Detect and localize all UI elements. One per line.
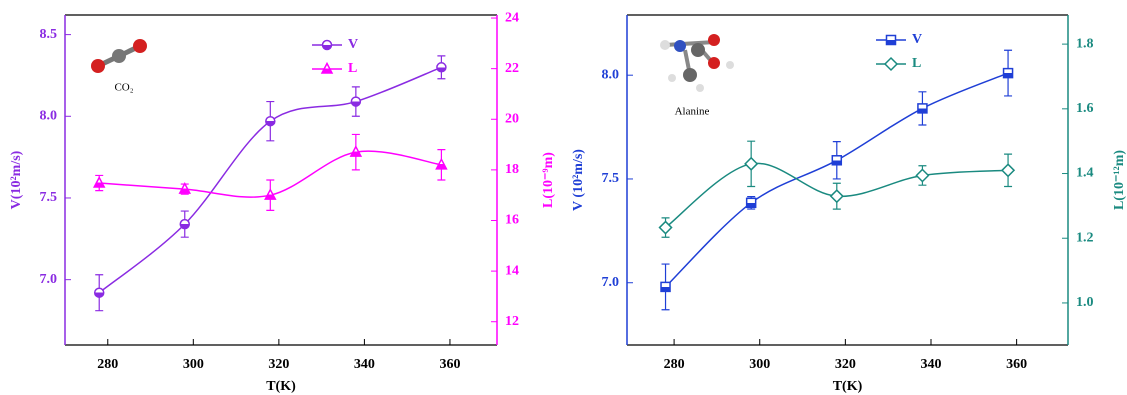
y-tick-label: 7.5 [40,190,58,205]
x-tick-label: 360 [439,357,460,372]
molecule-label: CO₂ [114,82,133,94]
x-axis-label: T(K) [833,379,863,394]
x-tick-label: 280 [97,357,118,372]
legend-label: V [348,37,358,52]
x-tick-label: 280 [664,357,685,372]
y2-tick-label: 14 [505,263,519,278]
y2-tick-label: 24 [505,10,519,25]
marker [351,97,360,106]
legend-marker [887,36,896,45]
marker [832,156,841,165]
marker [266,117,275,126]
y2-tick-label: 22 [505,61,519,76]
legend-marker [885,58,897,70]
y2-tick-label: 1.4 [1076,166,1094,181]
figure: CO₂ Alanine 280 300 320 340 360 7.0 7.5 8.0 8.5 1… [0,0,1127,395]
y2-tick-label: 1.2 [1076,230,1094,245]
x-tick-label: 320 [268,357,289,372]
y2-tick-label: 1.6 [1076,101,1094,116]
y-tick-label: 7.0 [602,275,620,290]
y2-axis-label: L(10⁻¹²m) [1112,150,1127,210]
marker [1004,69,1013,78]
x-tick-label: 340 [920,357,941,372]
molecule-label: Alanine [675,106,710,118]
legend-label: L [912,56,921,71]
x-tick-label: 320 [835,357,856,372]
y-tick-label: 8.0 [40,109,58,124]
alanine-molecule [660,34,734,92]
marker [95,288,104,297]
x-tick-label: 300 [183,357,204,372]
marker [918,104,927,113]
y-tick-label: 7.5 [602,171,620,186]
y-axis-label: V (10²m/s) [571,149,586,211]
marker [831,190,843,202]
y2-tick-label: 18 [505,162,519,177]
marker [745,158,757,170]
y2-tick-label: 16 [505,213,519,228]
y2-tick-label: 20 [505,111,519,126]
x-tick-label: 300 [749,357,770,372]
series-line [666,73,1009,287]
marker [661,282,670,291]
x-tick-label: 360 [1006,357,1027,372]
marker [94,178,104,188]
marker [1002,164,1014,176]
legend-label: V [912,32,922,47]
y2-tick-label: 1.8 [1076,36,1094,51]
marker [747,198,756,207]
x-axis-label: T(K) [266,379,296,394]
y-tick-label: 8.0 [602,67,620,82]
y2-tick-label: 1.0 [1076,295,1094,310]
marker [916,169,928,181]
co2-molecule [91,39,147,73]
x-tick-label: 340 [354,357,375,372]
y2-tick-label: 12 [505,314,519,329]
y-axis-label: V(10²m/s) [9,150,24,209]
y2-axis-label: L(10⁻⁹m) [541,152,556,208]
legend-label: L [348,61,357,76]
y-tick-label: 8.5 [40,27,58,42]
marker [180,220,189,229]
marker [437,63,446,72]
legend-marker [323,41,332,50]
y-tick-label: 7.0 [40,272,58,287]
